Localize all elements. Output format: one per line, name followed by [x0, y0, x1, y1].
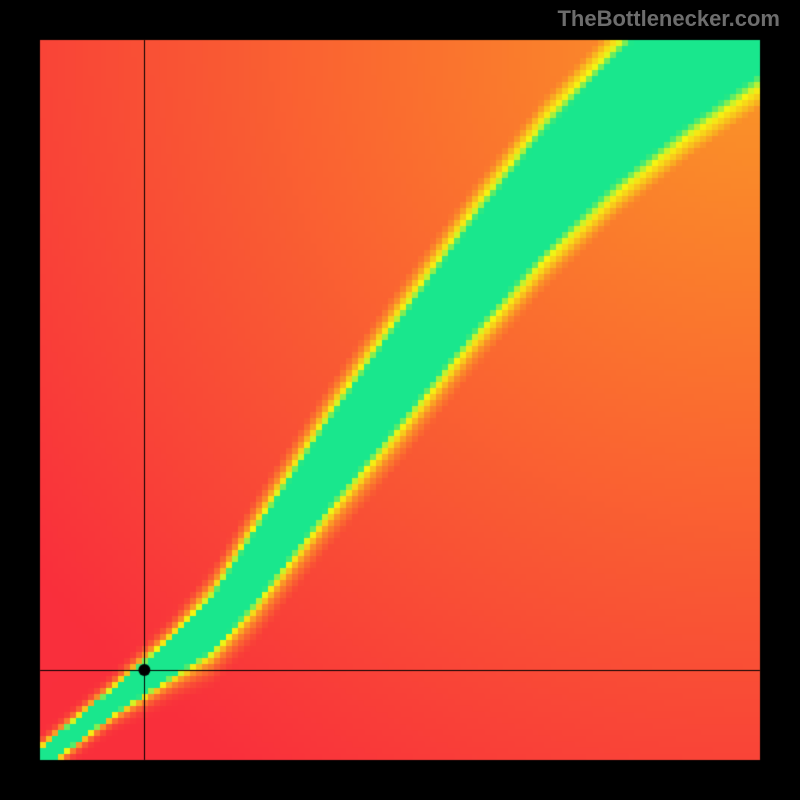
- chart-container: { "watermark": { "text": "TheBottlenecke…: [0, 0, 800, 800]
- crosshair-overlay: [0, 0, 800, 800]
- watermark-text: TheBottlenecker.com: [557, 6, 780, 32]
